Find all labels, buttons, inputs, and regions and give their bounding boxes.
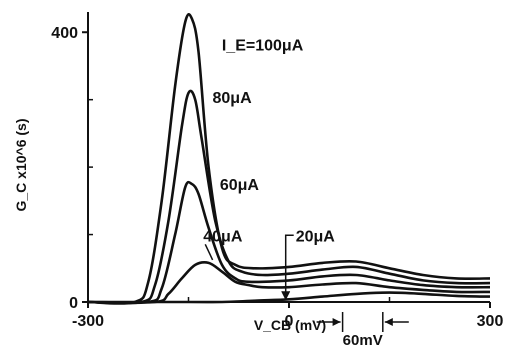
x-tick-label: 0 (285, 313, 294, 330)
plot-area (88, 12, 490, 302)
plot-frame (87, 12, 490, 303)
x-axis-label: V_CB (mV) (254, 317, 326, 333)
series-label-1: 80μA (213, 90, 253, 107)
series-line-0 (87, 13, 491, 305)
x-tick-label: -300 (72, 313, 104, 330)
series-line-4 (88, 291, 491, 304)
interval-right-arrowhead (384, 318, 393, 326)
y-axis-label: G_C x10^6 (s) (13, 119, 29, 212)
x-tick-label: 300 (477, 313, 504, 330)
interval-label: 60mV (343, 332, 383, 349)
series-layer (87, 13, 491, 305)
series-line-2 (87, 180, 491, 305)
series-leader-3 (204, 243, 214, 261)
y-tick-label: 400 (51, 25, 78, 42)
series-leader-4 (284, 234, 294, 300)
series-line-1 (87, 89, 491, 305)
series-label-4: 20μA (296, 228, 336, 245)
label-layer: G_C x10^6 (s) V_CB (mV) I_E=100μA 80μA 60μ… (13, 38, 335, 333)
series-label-2: 60μA (220, 177, 260, 194)
series-label-3: 40μA (203, 228, 243, 245)
series-leader-4-arrow (281, 291, 291, 301)
series-label-0: I_E=100μA (222, 38, 304, 55)
interval-left-arrowhead (332, 318, 341, 326)
series-line-3 (87, 261, 491, 304)
annotation-layer: 60mV (316, 312, 409, 349)
y-tick-label: 0 (69, 295, 78, 312)
